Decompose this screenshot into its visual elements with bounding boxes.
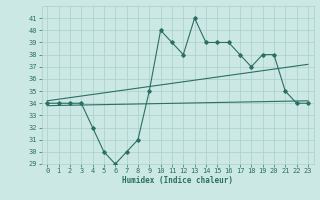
X-axis label: Humidex (Indice chaleur): Humidex (Indice chaleur)	[122, 176, 233, 185]
